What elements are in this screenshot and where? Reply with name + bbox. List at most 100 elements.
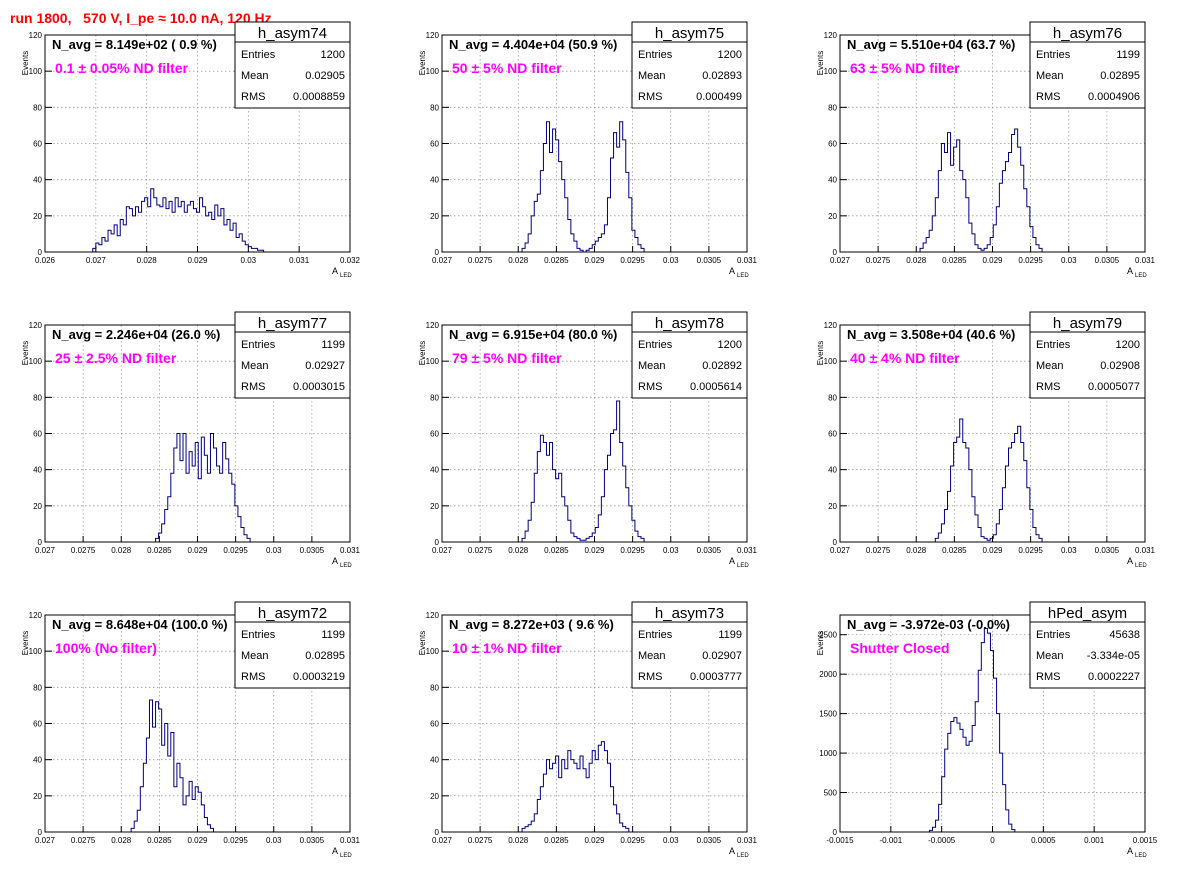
y-axis-label: Events	[418, 51, 427, 75]
filter-label-rest: ± 5% ND filter	[468, 350, 563, 366]
stats-value-rms: 0.0002227	[1088, 671, 1140, 683]
histogram-panel-h_asym72: 0.027 0.0275 0.028 0.0285 0.029 0.0295 0.03 0.0…	[21, 601, 361, 859]
x-tick-label: 0.031	[1135, 546, 1156, 555]
y-tick-label: 0	[833, 538, 838, 547]
x-tick-label: 0.028	[111, 836, 132, 845]
x-axis-label: A	[729, 846, 735, 856]
y-tick-label: 80	[33, 683, 42, 692]
stats-value-mean: 0.02927	[305, 360, 345, 372]
filter-label-rest: ± 1% ND filter	[468, 640, 563, 656]
x-tick-label: 0.0275	[866, 256, 891, 265]
x-tick-label: 0.0275	[468, 836, 493, 845]
filter-label-rest: ± 4% ND filter	[866, 350, 961, 366]
y-tick-label: 120	[426, 321, 440, 330]
y-tick-label: 1000	[819, 749, 837, 758]
navg-label: N_avg = 8.272e+03 ( 9.6 %)	[449, 617, 614, 632]
histogram-name: h_asym74	[258, 25, 327, 42]
y-tick-label: 100	[29, 357, 43, 366]
x-tick-label: 0.0275	[468, 256, 493, 265]
x-tick-label: 0.029	[187, 256, 208, 265]
y-tick-label: 80	[430, 393, 439, 402]
histogram-series	[521, 400, 645, 542]
x-axis-label-subscript: LED	[340, 273, 352, 279]
filter-label-value: Shutter Closed	[850, 640, 950, 656]
x-axis-label: A	[729, 556, 735, 566]
stats-box	[1029, 601, 1146, 689]
histogram-series	[521, 741, 630, 832]
x-tick-label: 0.027	[830, 546, 851, 555]
y-tick-label: 120	[29, 611, 43, 620]
x-tick-label: 0.03	[663, 256, 679, 265]
navg-label: N_avg = 8.648e+04 (100.0 %)	[52, 617, 228, 632]
stats-label-entries: Entries	[1036, 629, 1071, 641]
stats-value-mean: 0.02895	[305, 650, 345, 662]
x-tick-label: 0.027	[830, 256, 851, 265]
stats-value-entries: 1199	[718, 629, 742, 641]
stats-box	[234, 311, 351, 399]
stats-value-mean: 0.02893	[702, 70, 742, 82]
histogram-series	[155, 433, 251, 542]
x-tick-label: 0.0285	[147, 836, 172, 845]
stats-box	[234, 21, 351, 109]
stats-label-entries: Entries	[638, 339, 673, 351]
histogram-series	[521, 121, 645, 253]
y-axis-label: Events	[21, 341, 30, 365]
stats-value-entries: 1199	[321, 339, 345, 351]
y-tick-label: 100	[426, 67, 440, 76]
stats-box	[234, 601, 351, 689]
y-tick-label: 100	[426, 647, 440, 656]
y-tick-label: 100	[824, 67, 838, 76]
stats-value-rms: 0.000499	[696, 91, 742, 103]
stats-box	[631, 311, 748, 399]
x-tick-label: 0.03	[1061, 546, 1077, 555]
stats-value-rms: 0.0005077	[1088, 381, 1140, 393]
stats-label-rms: RMS	[638, 91, 662, 103]
histogram-panel-h_asym79: 0.027 0.0275 0.028 0.0285 0.029 0.0295 0.03 0.0…	[816, 311, 1156, 569]
x-tick-label: 0.0295	[620, 256, 645, 265]
y-tick-label: 1500	[819, 710, 837, 719]
histogram-name: h_asym72	[258, 605, 327, 622]
x-axis-label-subscript: LED	[737, 273, 749, 279]
y-tick-label: 40	[430, 756, 439, 765]
y-tick-label: 20	[430, 502, 439, 511]
x-axis-label-subscript: LED	[1135, 853, 1147, 859]
filter-label-rest: ± 5% ND filter	[866, 60, 961, 76]
histogram-name: h_asym73	[655, 605, 724, 622]
stats-label-rms: RMS	[241, 381, 265, 393]
stats-value-entries: 1200	[321, 49, 345, 61]
y-tick-label: 20	[33, 502, 42, 511]
x-tick-label: 0	[990, 836, 995, 845]
filter-label: 63 ± 5% ND filter	[850, 60, 960, 76]
y-axis-label: Events	[21, 51, 30, 75]
histogram-panel-h_asym74: 0.026 0.027 0.028 0.029 0.03 0.031 0.032 0 20 40 6…	[21, 21, 361, 279]
x-axis-label: A	[332, 556, 338, 566]
stats-value-rms: 0.0008859	[293, 91, 345, 103]
y-axis-label: Events	[816, 51, 825, 75]
stats-label-entries: Entries	[241, 339, 276, 351]
stats-value-entries: 1200	[1116, 339, 1140, 351]
x-tick-label: -0.001	[879, 836, 902, 845]
x-tick-label: 0.031	[289, 256, 310, 265]
y-tick-label: 80	[33, 393, 42, 402]
filter-label: 10 ± 1% ND filter	[452, 640, 562, 656]
filter-label: 100% (No filter)	[55, 640, 157, 656]
stats-value-rms: 0.0005614	[690, 381, 742, 393]
x-tick-label: 0.031	[340, 836, 361, 845]
x-tick-label: 0.031	[340, 546, 361, 555]
x-tick-label: 0.0275	[71, 546, 96, 555]
x-tick-label: 0.028	[508, 256, 529, 265]
navg-label: N_avg = 3.508e+04 (40.6 %)	[847, 327, 1015, 342]
filter-label-value: 40	[850, 350, 866, 366]
stats-value-entries: 45638	[1109, 629, 1140, 641]
y-tick-label: 0	[38, 828, 43, 837]
stats-value-mean: 0.02907	[702, 650, 742, 662]
x-tick-label: 0.0295	[223, 836, 248, 845]
y-tick-label: 0	[833, 828, 838, 837]
navg-label: N_avg = -3.972e-03 (-0.0%)	[847, 617, 1010, 632]
stats-label-mean: Mean	[241, 360, 269, 372]
y-tick-label: 120	[29, 321, 43, 330]
x-tick-label: 0.029	[584, 546, 605, 555]
x-tick-label: 0.0295	[620, 546, 645, 555]
y-tick-label: 120	[29, 31, 43, 40]
